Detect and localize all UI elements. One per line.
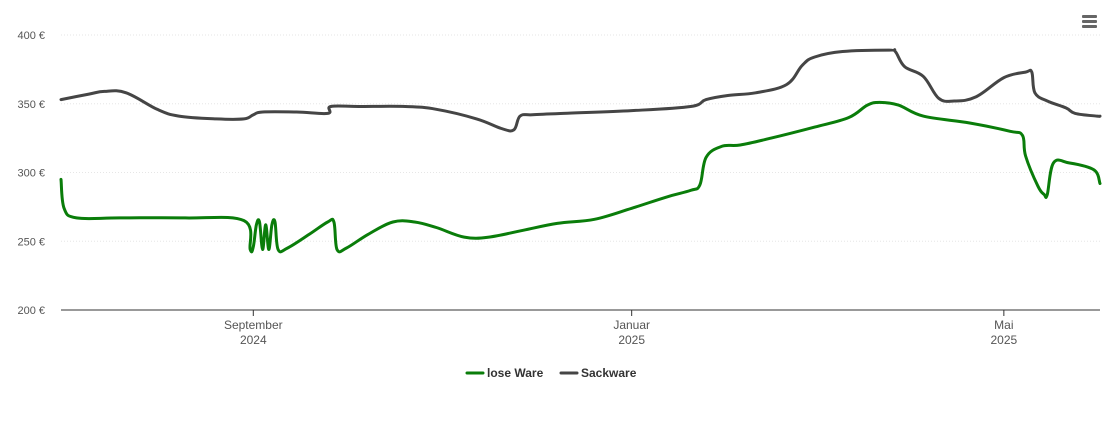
- y-tick-label: 300 €: [17, 168, 45, 180]
- lose-ware-line: [59, 100, 1102, 254]
- y-tick-label: 400 €: [17, 30, 45, 42]
- legend-label: Sackware: [581, 366, 637, 380]
- x-tick-label-year: 2025: [991, 333, 1018, 347]
- sackware-line: [59, 48, 1102, 133]
- grid-lines: [61, 34, 1100, 242]
- y-tick-label: 250 €: [17, 236, 45, 248]
- x-tick-label-month: Mai: [994, 318, 1013, 332]
- x-tick-label-month: Januar: [613, 318, 650, 332]
- legend-item[interactable]: lose Ware: [465, 366, 544, 380]
- x-tick-label-year: 2025: [618, 333, 645, 347]
- hamburger-menu-icon[interactable]: [1077, 10, 1101, 32]
- legend: lose Ware Sackware: [465, 366, 637, 380]
- legend-label: lose Ware: [487, 366, 544, 380]
- y-axis-tick-labels: 200 € 250 € 300 € 350 € 400 €: [17, 30, 45, 317]
- y-tick-label: 200 €: [17, 305, 45, 317]
- x-tick-label-year: 2024: [240, 333, 267, 347]
- y-tick-label: 350 €: [17, 99, 45, 111]
- series-lines: [59, 48, 1102, 254]
- legend-item[interactable]: Sackware: [559, 366, 637, 380]
- x-tick-label-month: September: [224, 318, 283, 332]
